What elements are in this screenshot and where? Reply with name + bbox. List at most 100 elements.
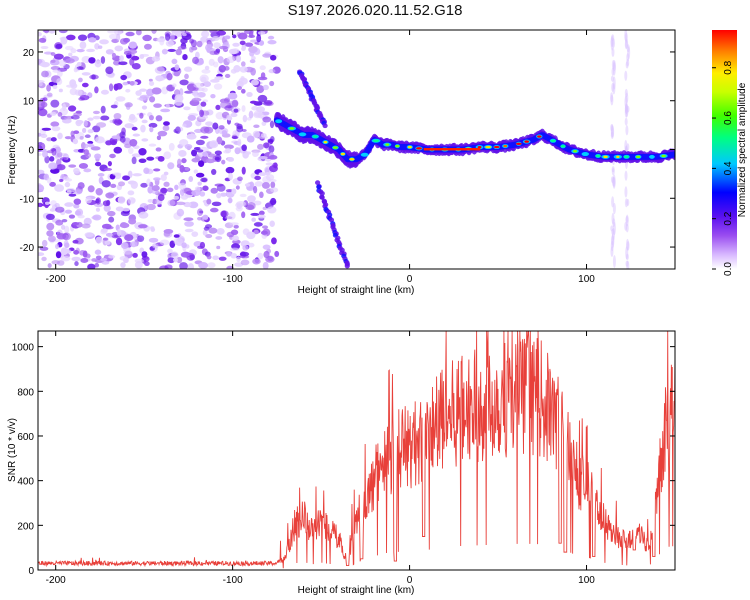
noise-speck (144, 261, 150, 267)
noise-speck (214, 150, 222, 156)
noise-speck (254, 175, 261, 181)
noise-speck (109, 153, 116, 159)
noise-speck (131, 55, 140, 61)
noise-streak (611, 82, 615, 92)
noise-speck (270, 197, 277, 206)
noise-speck (241, 61, 246, 67)
noise-speck (139, 94, 150, 99)
noise-speck (49, 111, 57, 116)
spectrogram-x-axis-label: Height of straight line (km) (298, 285, 415, 296)
noise-speck (79, 41, 87, 49)
noise-speck (259, 65, 266, 71)
noise-streak (624, 117, 628, 126)
noise-speck (216, 136, 223, 145)
noise-speck (119, 136, 126, 143)
noise-speck (84, 134, 91, 138)
noise-speck (54, 203, 60, 208)
noise-speck (160, 108, 171, 113)
noise-speck (252, 130, 260, 139)
noise-speck (130, 180, 138, 189)
noise-speck (73, 189, 83, 195)
noise-speck (218, 256, 227, 261)
noise-speck (118, 61, 128, 66)
noise-speck (147, 198, 154, 203)
x-tick-label: -100 (223, 274, 243, 285)
noise-speck (103, 167, 113, 171)
branch-blob (316, 184, 322, 190)
noise-speck (168, 142, 175, 151)
noise-speck (262, 116, 272, 123)
noise-speck (44, 155, 50, 164)
spectrogram-x-axis: -200 -100 0 100 (46, 30, 595, 285)
noise-speck (149, 126, 154, 133)
noise-speck (213, 83, 223, 90)
noise-speck (96, 122, 107, 128)
colorbar-tick-label: 0.8 (723, 60, 734, 74)
noise-speck (119, 255, 129, 261)
noise-speck (117, 181, 126, 187)
ridge-hotspot (550, 139, 556, 142)
noise-speck (199, 109, 205, 118)
noise-speck (115, 237, 123, 246)
noise-speck (111, 52, 117, 58)
noise-speck (116, 119, 123, 125)
noise-speck (119, 222, 130, 229)
noise-streak (612, 177, 616, 189)
noise-speck (210, 187, 218, 194)
noise-speck (58, 59, 67, 67)
noise-streak (626, 53, 630, 62)
noise-speck (97, 173, 105, 177)
noise-speck (64, 209, 73, 214)
noise-speck (166, 72, 173, 81)
noise-speck (170, 251, 179, 260)
noise-speck (227, 197, 233, 204)
ridge-hotspot (573, 150, 577, 153)
noise-speck (230, 229, 239, 236)
noise-speck (53, 53, 64, 60)
noise-speck (137, 235, 145, 242)
noise-speck (231, 48, 240, 54)
noise-speck (148, 122, 158, 128)
noise-speck (50, 137, 57, 142)
ridge-hotspot (333, 146, 338, 149)
ridge-hotspot (595, 154, 601, 158)
ridge-hotspot (537, 135, 542, 138)
snr-y-axis-label: SNR (10 * v/v) (7, 418, 18, 482)
noise-speck (73, 203, 80, 209)
noise-speck (119, 38, 129, 45)
noise-speck (218, 45, 229, 50)
noise-speck (94, 249, 102, 255)
noise-speck (244, 42, 254, 47)
noise-speck (237, 86, 243, 91)
noise-speck (74, 210, 82, 216)
noise-speck (233, 224, 239, 229)
noise-speck (38, 169, 45, 175)
noise-speck (108, 33, 118, 40)
noise-speck (241, 105, 246, 112)
noise-speck (139, 112, 144, 119)
noise-speck (56, 164, 66, 171)
noise-speck (234, 147, 241, 155)
noise-speck (115, 33, 121, 42)
noise-speck (83, 168, 92, 173)
noise-speck (68, 193, 77, 197)
noise-speck (201, 30, 210, 38)
noise-speck (110, 104, 118, 109)
noise-speck (238, 77, 248, 85)
noise-speck (94, 153, 102, 160)
noise-speck (76, 62, 82, 67)
colorbar-tick-label: 0.0 (723, 262, 734, 276)
noise-speck (250, 212, 260, 216)
noise-speck (90, 146, 101, 151)
noise-speck (130, 241, 138, 248)
noise-speck (265, 172, 271, 176)
noise-speck (206, 254, 212, 260)
noise-speck (183, 106, 191, 111)
noise-speck (236, 256, 241, 263)
ridge-hotspot (616, 155, 620, 159)
noise-speck (139, 88, 147, 92)
noise-speck (100, 115, 110, 121)
noise-speck (46, 177, 52, 184)
noise-speck (141, 119, 148, 124)
noise-speck (193, 94, 200, 99)
